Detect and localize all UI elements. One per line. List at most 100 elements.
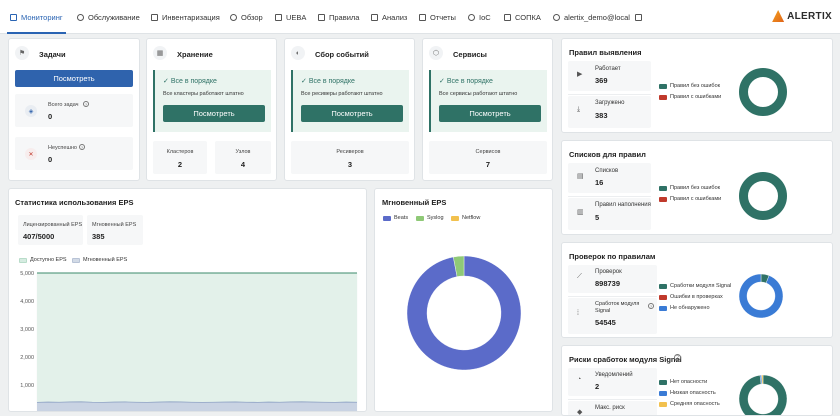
tab-analysis[interactable]: Анализ: [371, 0, 407, 34]
instant-eps-card: Мгновенный EPS Beats Syslog Netflow: [374, 188, 553, 412]
fill-rules-stat: ▥ Правил наполнения 5: [568, 198, 651, 230]
legend-rules-err[interactable]: Правил с ошибками: [659, 94, 721, 100]
legend-available[interactable]: Доступно EPS: [19, 257, 67, 263]
tab-maintenance[interactable]: Обслуживание: [77, 0, 140, 34]
fill-value: 5: [595, 213, 600, 222]
detection-rules-donut: [739, 68, 787, 116]
legend-syslog[interactable]: Syslog: [416, 215, 444, 221]
list-icon: ▤: [577, 173, 584, 180]
tab-ioc[interactable]: IoC: [468, 0, 491, 34]
storage-icon: ▦: [153, 46, 167, 60]
services-view-button[interactable]: Посмотреть: [439, 105, 541, 122]
tasks-title: Задачи: [39, 50, 66, 59]
tab-inventory[interactable]: Инвентаризация: [151, 0, 220, 34]
lists-stat: ▤ Списков 16: [568, 163, 651, 193]
eye-icon: [230, 13, 237, 21]
legend-netflow[interactable]: Netflow: [451, 215, 480, 221]
notifications-label: Уведомлений: [595, 372, 633, 378]
eps-area-chart: 5,000 4,000 3,000 2,000 1,000 0: [20, 271, 358, 411]
user-icon: [553, 13, 560, 21]
lists-value: 16: [595, 178, 604, 187]
loaded-rules-stat: ⤓ Загружено 383: [568, 96, 651, 128]
tab-overview[interactable]: Обзор: [230, 0, 263, 34]
info-icon[interactable]: ?: [674, 354, 681, 361]
legend-instant[interactable]: Мгновенный EPS: [72, 257, 127, 263]
tab-reports[interactable]: Отчеты: [419, 0, 456, 34]
storage-status: ✓ Все в порядке: [163, 78, 217, 85]
legend-check-errors[interactable]: Ошибки в проверках: [659, 294, 723, 300]
rule-checks-title: Проверок по правилам: [569, 252, 656, 261]
tab-sopka[interactable]: СОПКА: [504, 0, 541, 34]
top-navigation: Мониторинг Обслуживание Инвентаризация О…: [0, 0, 840, 34]
legend-not-found[interactable]: Не обнаружено: [659, 305, 710, 311]
legend-lists-ok[interactable]: Правил без ошибок: [659, 185, 720, 191]
legend-medium-danger[interactable]: Средняя опасность: [659, 401, 720, 407]
working-rules-stat: ▶ Работает 369: [568, 61, 651, 91]
storage-status-sub: Все кластеры работают штатно: [163, 91, 244, 97]
info-icon[interactable]: ?: [648, 303, 654, 309]
storage-title: Хранение: [177, 50, 213, 59]
legend-beats[interactable]: Beats: [383, 215, 408, 221]
instant-eps-donut: [406, 255, 522, 371]
events-status-panel: ✓ Все в порядке Все ресиверы работают шт…: [291, 70, 409, 132]
fill-label: Правил наполнения: [595, 202, 651, 208]
rule-lists-title: Списков для правил: [569, 150, 646, 159]
licensed-eps-stat: Лицензированный EPS 407/5000: [18, 215, 83, 245]
services-status-sub: Все сервисы работают штатно: [439, 91, 518, 97]
info-icon[interactable]: ?: [83, 101, 89, 107]
analysis-icon: [371, 13, 378, 21]
tab-user[interactable]: alertix_demo@local: [553, 0, 630, 34]
sidebar-toggle[interactable]: [635, 0, 642, 34]
signal-stat: ⁞ Сработок модуля Signal ? 54545: [568, 298, 657, 334]
download-icon: ⤓: [577, 106, 581, 113]
storage-status-panel: ✓ Все в порядке Все кластеры работают шт…: [153, 70, 271, 132]
nodes-label: Узлов: [235, 149, 251, 155]
instant-eps-stat: Мгновенный EPS 385: [87, 215, 143, 245]
play-icon: ▶: [577, 71, 583, 78]
legend-signal[interactable]: Сработки модуля Signal: [659, 283, 731, 289]
donut-slice-правил-без-ошибок: [739, 172, 787, 220]
storage-card: ▦ Хранение ✓ Все в порядке Все кластеры …: [146, 38, 277, 181]
tab-monitoring[interactable]: Мониторинг: [7, 0, 66, 34]
legend-rules-ok[interactable]: Правил без ошибок: [659, 83, 720, 89]
rule-lists-donut: [739, 172, 787, 220]
y-tick-label: 5,000: [20, 271, 34, 277]
check-icon: ✓: [301, 78, 309, 85]
signal-risks-card: Риски сработок модуля Signal ? ◔ Уведомл…: [561, 345, 833, 416]
close-icon: ✕: [25, 148, 37, 160]
donut-slice-beats: [406, 255, 522, 371]
signal-label-1: Сработок модуля: [595, 301, 640, 307]
max-risk-stat: ◆ Макс. риск: [568, 401, 657, 415]
cube-icon: ⬡: [429, 46, 443, 60]
events-status: ✓ Все в порядке: [301, 78, 355, 85]
working-label: Работает: [595, 66, 621, 72]
tab-ueba[interactable]: UEBA: [275, 0, 306, 34]
rule-checks-card: Проверок по правилам ⟋ Проверок 898739 ⁞…: [561, 242, 833, 338]
legend-lists-err[interactable]: Правил с ошибками: [659, 196, 721, 202]
logo-mark-icon: [772, 10, 785, 22]
services-count-label: Сервисов: [475, 149, 501, 155]
donut-slice-syslog: [453, 255, 465, 277]
storage-view-button[interactable]: Посмотреть: [163, 105, 265, 122]
detection-rules-title: Правил выявления: [569, 48, 642, 57]
ueba-icon: [275, 13, 282, 21]
info-icon[interactable]: ?: [79, 144, 85, 150]
instant-eps-label: Мгновенный EPS: [92, 222, 137, 228]
tasks-view-button[interactable]: Посмотреть: [15, 70, 133, 87]
tab-rules[interactable]: Правила: [318, 0, 359, 34]
events-view-button[interactable]: Посмотреть: [301, 105, 403, 122]
nodes-value: 4: [240, 160, 246, 169]
detection-rules-card: Правил выявления ▶ Работает 369 ⤓ Загруж…: [561, 38, 833, 133]
max-risk-label: Макс. риск: [595, 405, 625, 411]
tasks-total-stat: ◈ Всего задач ? 0: [15, 94, 133, 127]
instant-eps-value: 385: [92, 232, 105, 241]
flag-icon: ⚑: [15, 46, 29, 60]
services-card: ⬡ Сервисы ✓ Все в порядке Все сервисы ра…: [422, 38, 553, 181]
loaded-value: 383: [595, 111, 608, 120]
rule-checks-donut: [738, 273, 784, 319]
legend-no-danger[interactable]: Нет опасности: [659, 379, 707, 385]
loaded-label: Загружено: [595, 100, 625, 106]
legend-low-danger[interactable]: Низкая опасность: [659, 390, 716, 396]
signal-risks-donut: [738, 374, 788, 415]
